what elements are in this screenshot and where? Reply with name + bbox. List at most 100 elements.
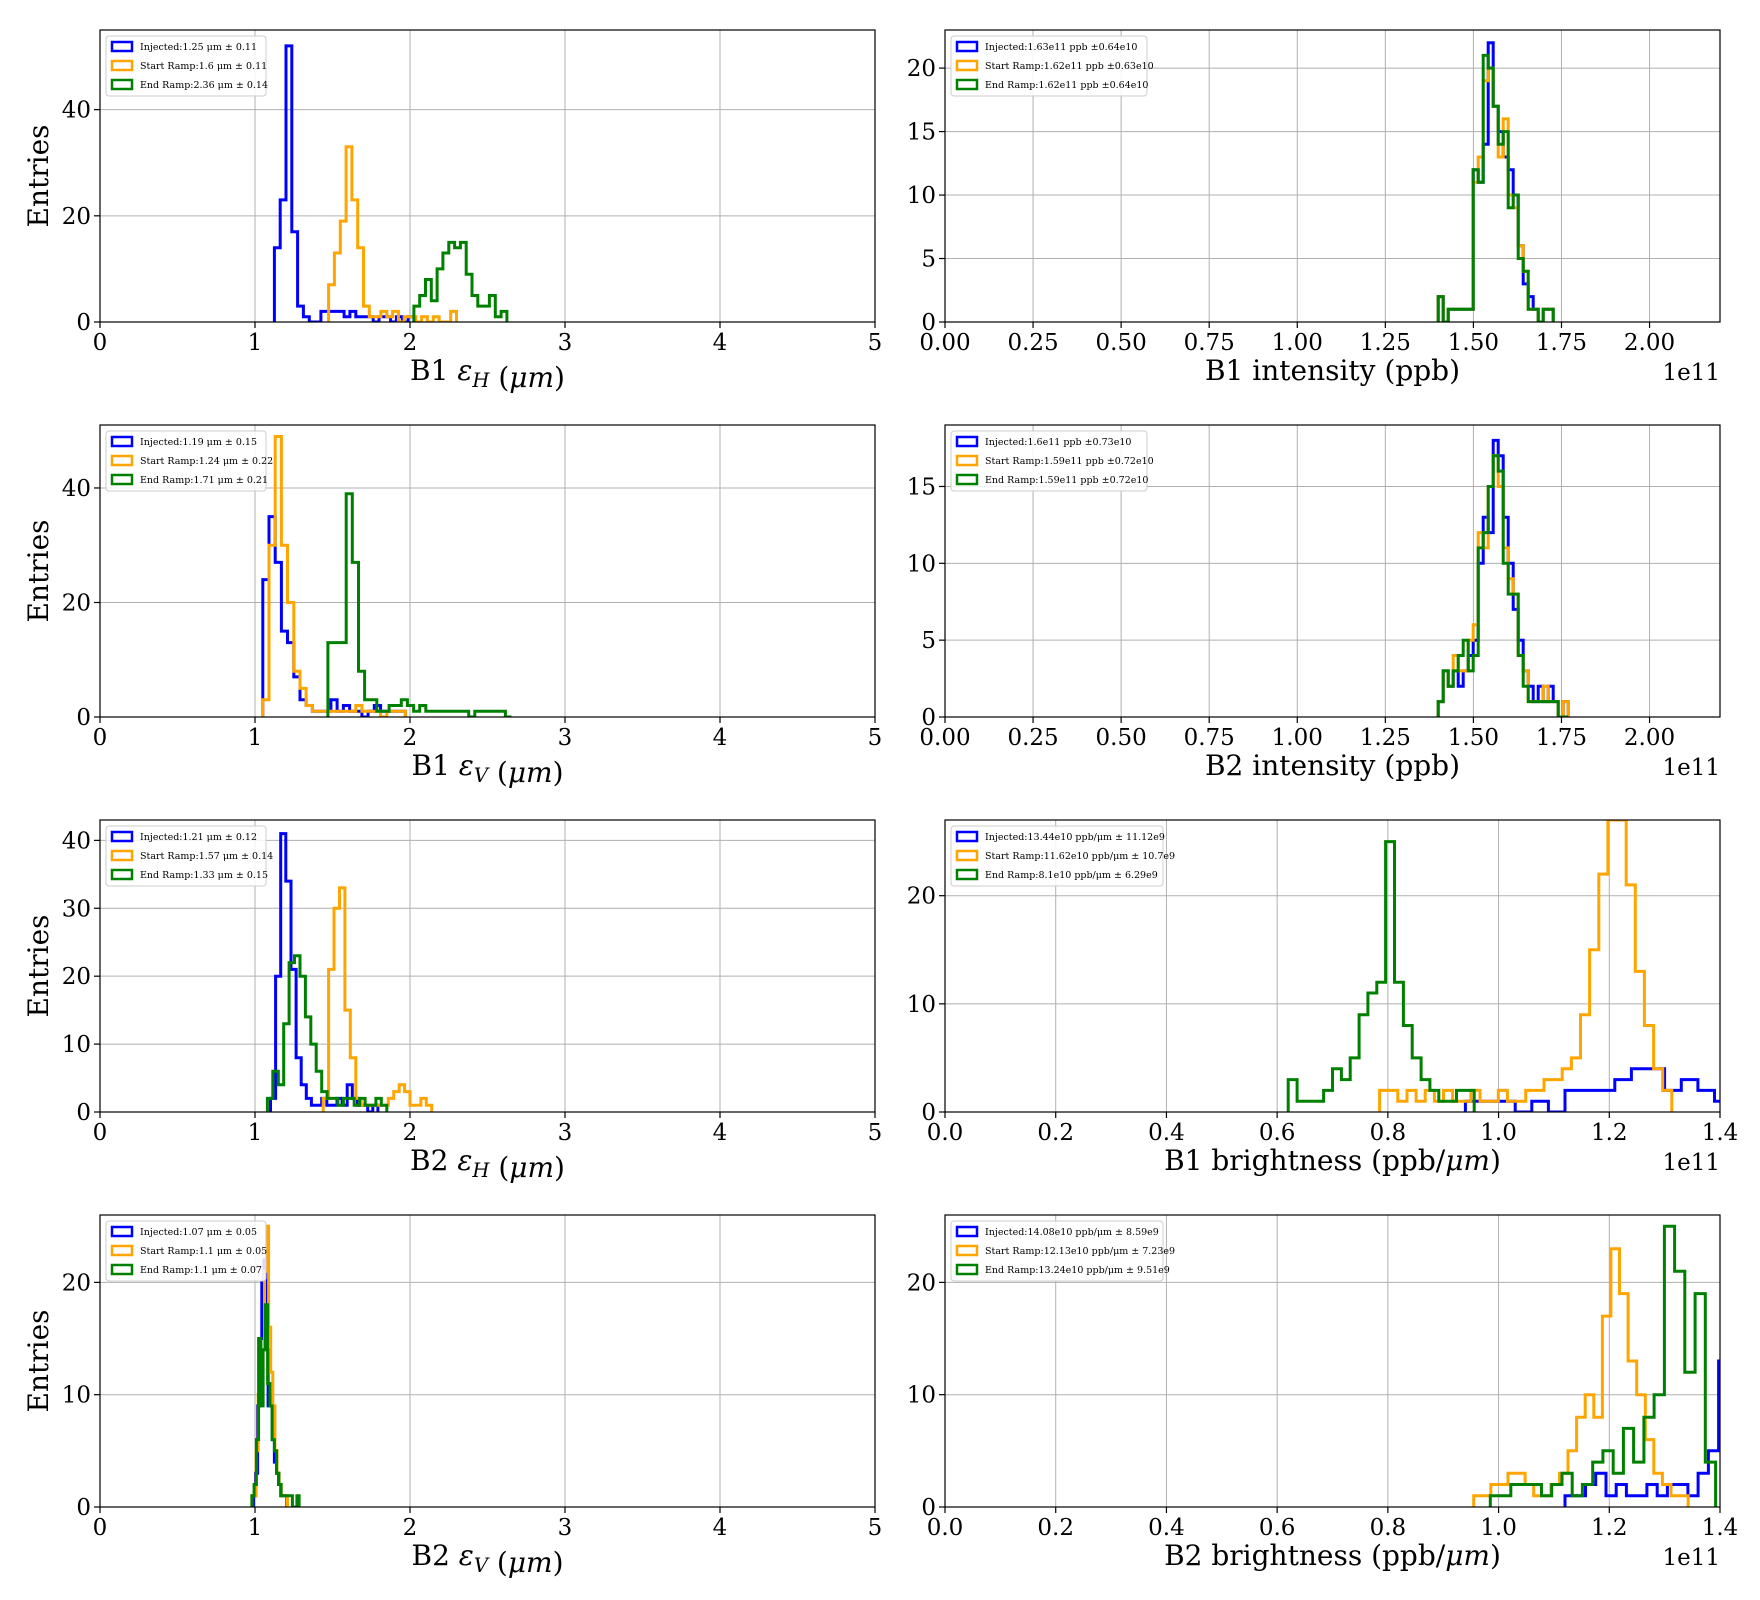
x-tick-label: 0: [93, 1515, 108, 1541]
histogram-series-end-ramp: [1286, 840, 1476, 1112]
x-tick-label: 0.4: [1148, 1120, 1185, 1146]
x-tick-label: 0: [93, 330, 108, 356]
x-tick-label: 0.75: [1184, 330, 1235, 356]
x-tick-label: 1: [248, 1120, 263, 1146]
histogram-series-injected: [1563, 1359, 1720, 1507]
legend-entry: Start Ramp:11.62e10 ppb/μm ± 10.7e9: [985, 851, 1175, 862]
x-tick-label: 5: [868, 1515, 883, 1541]
histogram-series-end-ramp: [412, 240, 509, 322]
x-tick-label: 5: [868, 1120, 883, 1146]
x-tick-label: 2: [403, 330, 418, 356]
y-tick-label: 10: [62, 1383, 91, 1409]
legend-frame: [105, 35, 267, 97]
legend-swatch-end-ramp: [955, 868, 979, 881]
y-tick-label: 30: [62, 896, 91, 922]
legend-entry: Start Ramp:1.1 μm ± 0.05: [140, 1246, 267, 1257]
legend-swatch-start-ramp: [110, 59, 134, 72]
legend-swatch-start-ramp: [110, 1244, 134, 1257]
legend-entry: Start Ramp:12.13e10 ppb/μm ± 7.23e9: [985, 1246, 1175, 1257]
y-tick-label: 0: [76, 1100, 91, 1126]
x-axis-offset-text: 1e11: [1662, 1150, 1720, 1176]
legend-entry: Injected:14.08e10 ppb/μm ± 8.59e9: [985, 1227, 1159, 1238]
legend-swatch-injected: [110, 1225, 134, 1238]
panel-b1-brightness: 0.0 0.2 0.4 0.6 0.8 1.0 1.2 1.4 0 10 20 B1 brightne…: [907, 819, 1738, 1177]
legend-swatch-start-ramp: [110, 454, 134, 467]
y-tick-label: 20: [907, 56, 936, 82]
legend: Injected:13.44e10 ppb/μm ± 11.12e9 Start …: [950, 825, 1175, 887]
x-tick-label: 0.25: [1007, 330, 1058, 356]
x-tick-label: 3: [558, 725, 573, 751]
y-tick-label: 20: [907, 1270, 936, 1296]
x-axis-offset-text: 1e11: [1662, 755, 1720, 781]
x-tick-label: 0.50: [1096, 725, 1147, 751]
panel-b2-intensity: 0.00 0.25 0.50 0.75 1.00 1.25 1.50 1.75 2.00 0 5 10…: [907, 424, 1721, 782]
x-tick-label: 0.2: [1037, 1120, 1074, 1146]
y-tick-label: 0: [76, 1495, 91, 1521]
axes-frame: [99, 819, 876, 1113]
x-tick-label: 1.0: [1480, 1120, 1517, 1146]
x-tick-label: 2: [403, 1120, 418, 1146]
histogram-series-injected: [269, 832, 380, 1112]
x-tick-label: 3: [558, 1120, 573, 1146]
y-tick-label: 15: [907, 120, 936, 146]
x-axis-label: B1 εV (μm): [412, 749, 564, 789]
axes-frame: [944, 819, 1721, 1113]
legend-entry: End Ramp:1.33 μm ± 0.15: [140, 870, 268, 881]
legend-swatch-injected: [955, 40, 979, 53]
y-tick-label: 40: [62, 828, 91, 854]
x-axis-label: B1 intensity (ppb): [1205, 354, 1460, 387]
x-tick-label: 0.8: [1370, 1120, 1407, 1146]
legend-entry: Start Ramp:1.62e11 ppb ±0.63e10: [985, 61, 1154, 72]
legend-frame: [950, 825, 1164, 887]
x-tick-label: 2: [403, 725, 418, 751]
panel-b1-intensity: 0.00 0.25 0.50 0.75 1.00 1.25 1.50 1.75 2.00 0 5 10…: [907, 29, 1721, 387]
x-tick-label: 0.6: [1259, 1120, 1296, 1146]
x-tick-label: 0: [93, 725, 108, 751]
y-tick-label: 40: [62, 98, 91, 124]
legend-swatch-end-ramp: [955, 1263, 979, 1276]
histogram-series-injected: [1463, 1067, 1720, 1112]
y-tick-label: 40: [62, 476, 91, 502]
histogram-series-end-ramp: [265, 954, 389, 1112]
y-tick-label: 10: [907, 183, 936, 209]
axes-frame: [99, 29, 876, 323]
legend-entry: Injected:1.63e11 ppb ±0.64e10: [985, 42, 1137, 53]
legend: Injected:1.19 μm ± 0.15 Start Ramp:1.24 μ…: [105, 430, 273, 492]
x-axis-label: B2 εH (μm): [410, 1144, 565, 1184]
histogram-series-start-ramp: [321, 886, 434, 1112]
legend-swatch-injected: [110, 435, 134, 448]
histogram-series-end-ramp: [1436, 53, 1555, 322]
histogram-series-end-ramp: [1436, 454, 1569, 717]
x-tick-label: 1: [248, 1515, 263, 1541]
x-tick-label: 4: [713, 1120, 728, 1146]
x-tick-label: 0.2: [1037, 1515, 1074, 1541]
legend-swatch-injected: [955, 830, 979, 843]
y-axis-label: Entries: [22, 124, 55, 227]
x-tick-label: 1.75: [1536, 725, 1587, 751]
x-tick-label: 4: [713, 1515, 728, 1541]
x-tick-label: 0.25: [1007, 725, 1058, 751]
legend: Injected:1.07 μm ± 0.05 Start Ramp:1.1 μm…: [105, 1220, 267, 1282]
x-axis-label: B1 brightness (ppb/μm): [1164, 1144, 1501, 1177]
axes-frame: [944, 424, 1721, 718]
y-tick-label: 0: [921, 705, 936, 731]
legend: Injected:1.21 μm ± 0.12 Start Ramp:1.57 μ…: [105, 825, 273, 887]
panel-b2-eh: 0 1 2 3 4 5 0 10 20 30 40 B2 εH (μm) Entries Injected…: [22, 819, 883, 1184]
y-tick-label: 0: [76, 310, 91, 336]
histogram-series-end-ramp: [1488, 1224, 1718, 1507]
legend-swatch-start-ramp: [110, 849, 134, 862]
panel-b2-ev: 0 1 2 3 4 5 0 10 20 B2 εV (μm) Entries Injected:1.0…: [22, 1214, 883, 1579]
x-axis-label: B2 intensity (ppb): [1205, 749, 1460, 782]
legend-entry: End Ramp:13.24e10 ppb/μm ± 9.51e9: [985, 1265, 1170, 1276]
legend-frame: [950, 430, 1148, 492]
legend: Injected:1.6e11 ppb ±0.73e10 Start Ramp:1…: [950, 430, 1154, 492]
y-tick-label: 10: [907, 551, 936, 577]
x-tick-label: 0: [93, 1120, 108, 1146]
y-tick-label: 20: [62, 590, 91, 616]
y-axis-label: Entries: [22, 519, 55, 622]
legend-swatch-injected: [110, 40, 134, 53]
legend-swatch-end-ramp: [110, 1263, 134, 1276]
y-tick-label: 5: [921, 628, 936, 654]
x-tick-label: 0.00: [919, 725, 970, 751]
